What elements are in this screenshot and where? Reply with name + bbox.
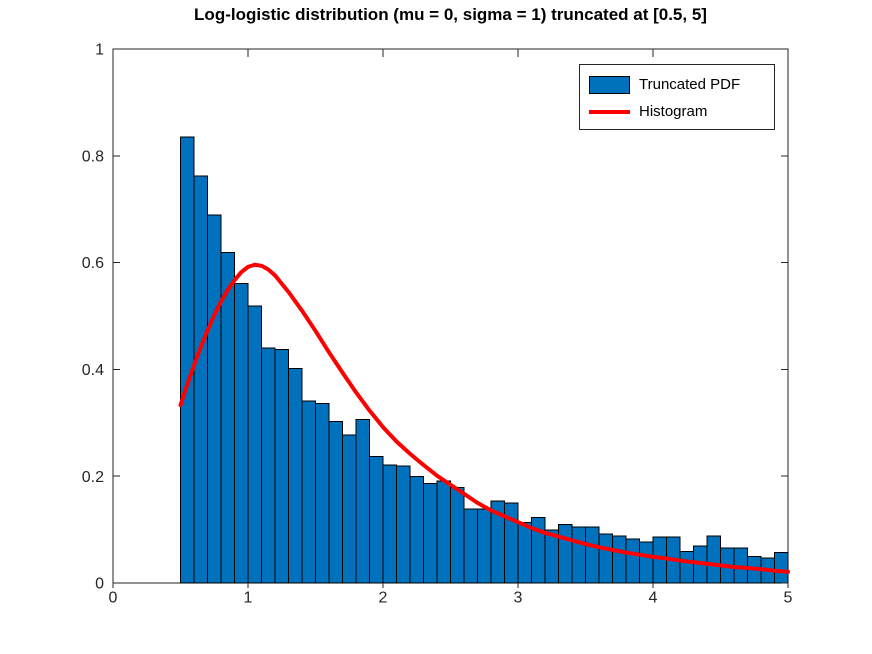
y-tick-label: 0 <box>95 576 104 593</box>
histogram-bar <box>369 455 384 584</box>
histogram-bar <box>180 136 195 584</box>
histogram-bar <box>301 400 316 584</box>
histogram-bar <box>342 434 357 584</box>
histogram-bar <box>409 476 424 584</box>
histogram-bar <box>544 529 559 584</box>
legend: Truncated PDF Histogram <box>579 64 775 130</box>
histogram-bar <box>463 508 478 584</box>
histogram-bar <box>679 550 694 584</box>
pdf-curve <box>178 262 790 574</box>
histogram-bar <box>207 214 222 584</box>
histogram-bar <box>328 421 343 584</box>
y-tick-label: 0.8 <box>82 148 104 165</box>
legend-label: Histogram <box>639 103 708 120</box>
histogram-bar <box>612 535 627 584</box>
histogram-bar <box>261 347 276 584</box>
histogram-bar <box>706 535 721 584</box>
histogram-bar <box>504 502 519 584</box>
histogram-bar <box>585 526 600 584</box>
histogram-bar <box>423 483 438 584</box>
histogram-bar <box>193 175 208 584</box>
histogram-bar <box>382 464 397 584</box>
x-tick-label: 0 <box>109 589 118 606</box>
y-tick-label: 1 <box>95 42 104 59</box>
chart-title: Log-logistic distribution (mu = 0, sigma… <box>194 5 707 24</box>
histogram-bar <box>396 465 411 584</box>
histogram-bar <box>774 552 789 584</box>
legend-line-swatch <box>589 109 630 114</box>
x-tick-label: 1 <box>244 589 253 606</box>
legend-patch-swatch <box>589 75 630 94</box>
histogram-bar <box>288 367 303 584</box>
histogram-bar <box>247 305 262 584</box>
histogram-bar <box>234 282 249 584</box>
histogram-bar <box>598 533 613 584</box>
x-tick-label: 5 <box>784 589 793 606</box>
x-tick-label: 3 <box>514 589 523 606</box>
histogram-bar <box>477 508 492 584</box>
x-tick-label: 4 <box>649 589 658 606</box>
histogram-bar <box>558 523 573 584</box>
legend-item-histogram: Histogram <box>580 98 774 125</box>
histogram-bar <box>450 486 465 584</box>
y-tick-label: 0.4 <box>82 362 104 379</box>
histogram-bar <box>274 349 289 584</box>
legend-item-truncated-pdf: Truncated PDF <box>580 71 774 98</box>
legend-label: Truncated PDF <box>639 76 741 93</box>
histogram-bar <box>625 538 640 584</box>
y-tick-label: 0.6 <box>82 255 104 272</box>
histogram-bar <box>315 403 330 584</box>
y-tick-label: 0.2 <box>82 469 104 486</box>
x-tick-label: 2 <box>379 589 388 606</box>
histogram-bar <box>517 522 532 584</box>
histogram-bar <box>639 541 654 584</box>
histogram-bar <box>355 419 370 584</box>
histogram-bar <box>436 480 451 584</box>
histogram-bar <box>571 526 586 584</box>
